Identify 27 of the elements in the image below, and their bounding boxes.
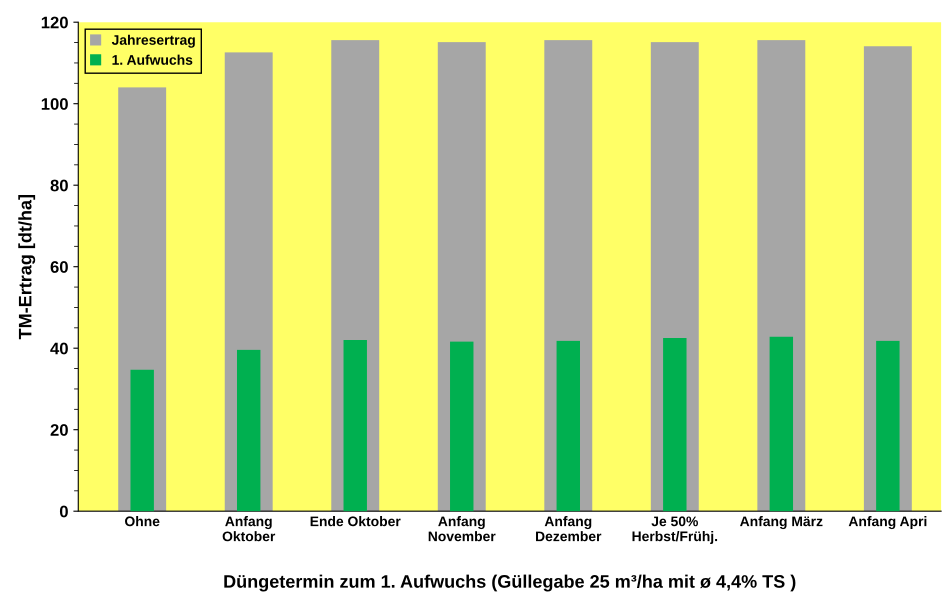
x-tick-label: Ende Oktober <box>310 516 401 526</box>
x-tick-label: Anfang November <box>428 516 496 542</box>
bar <box>663 338 687 512</box>
bar <box>556 340 580 512</box>
y-tick-label: 120 <box>42 16 68 28</box>
bar <box>344 340 367 512</box>
legend-label: 1. Aufwuchs <box>112 54 192 65</box>
y-tick-label: 60 <box>50 261 68 273</box>
bar <box>770 336 794 512</box>
x-tick-label: Je 50% Herbst/Frühj. <box>632 516 718 544</box>
bar <box>236 350 260 512</box>
x-tick-label: Ohne <box>125 516 160 526</box>
y-tick-label: 40 <box>50 342 68 354</box>
bar <box>130 370 154 512</box>
bar <box>876 340 900 512</box>
bar <box>450 342 474 512</box>
legend-label: Jahresertrag <box>112 34 195 48</box>
y-axis-title: TM-Ertrag [dt/ha] <box>18 194 36 340</box>
x-axis-title: Düngetermin zum 1. Aufwuchs (Güllegabe 25 m³/ha mit ø 4,4% TS ) <box>224 574 796 592</box>
y-tick-label: 0 <box>60 506 68 518</box>
x-tick-label: Anfang Dezember <box>536 516 602 542</box>
x-tick-label: Anfang Apri <box>848 516 926 530</box>
x-tick-label: Anfang Oktober <box>222 516 276 542</box>
y-tick-label: 20 <box>50 424 68 436</box>
y-tick-label: 80 <box>50 180 68 192</box>
x-tick-label: Anfang März <box>740 516 822 530</box>
y-tick-label: 100 <box>42 98 68 110</box>
